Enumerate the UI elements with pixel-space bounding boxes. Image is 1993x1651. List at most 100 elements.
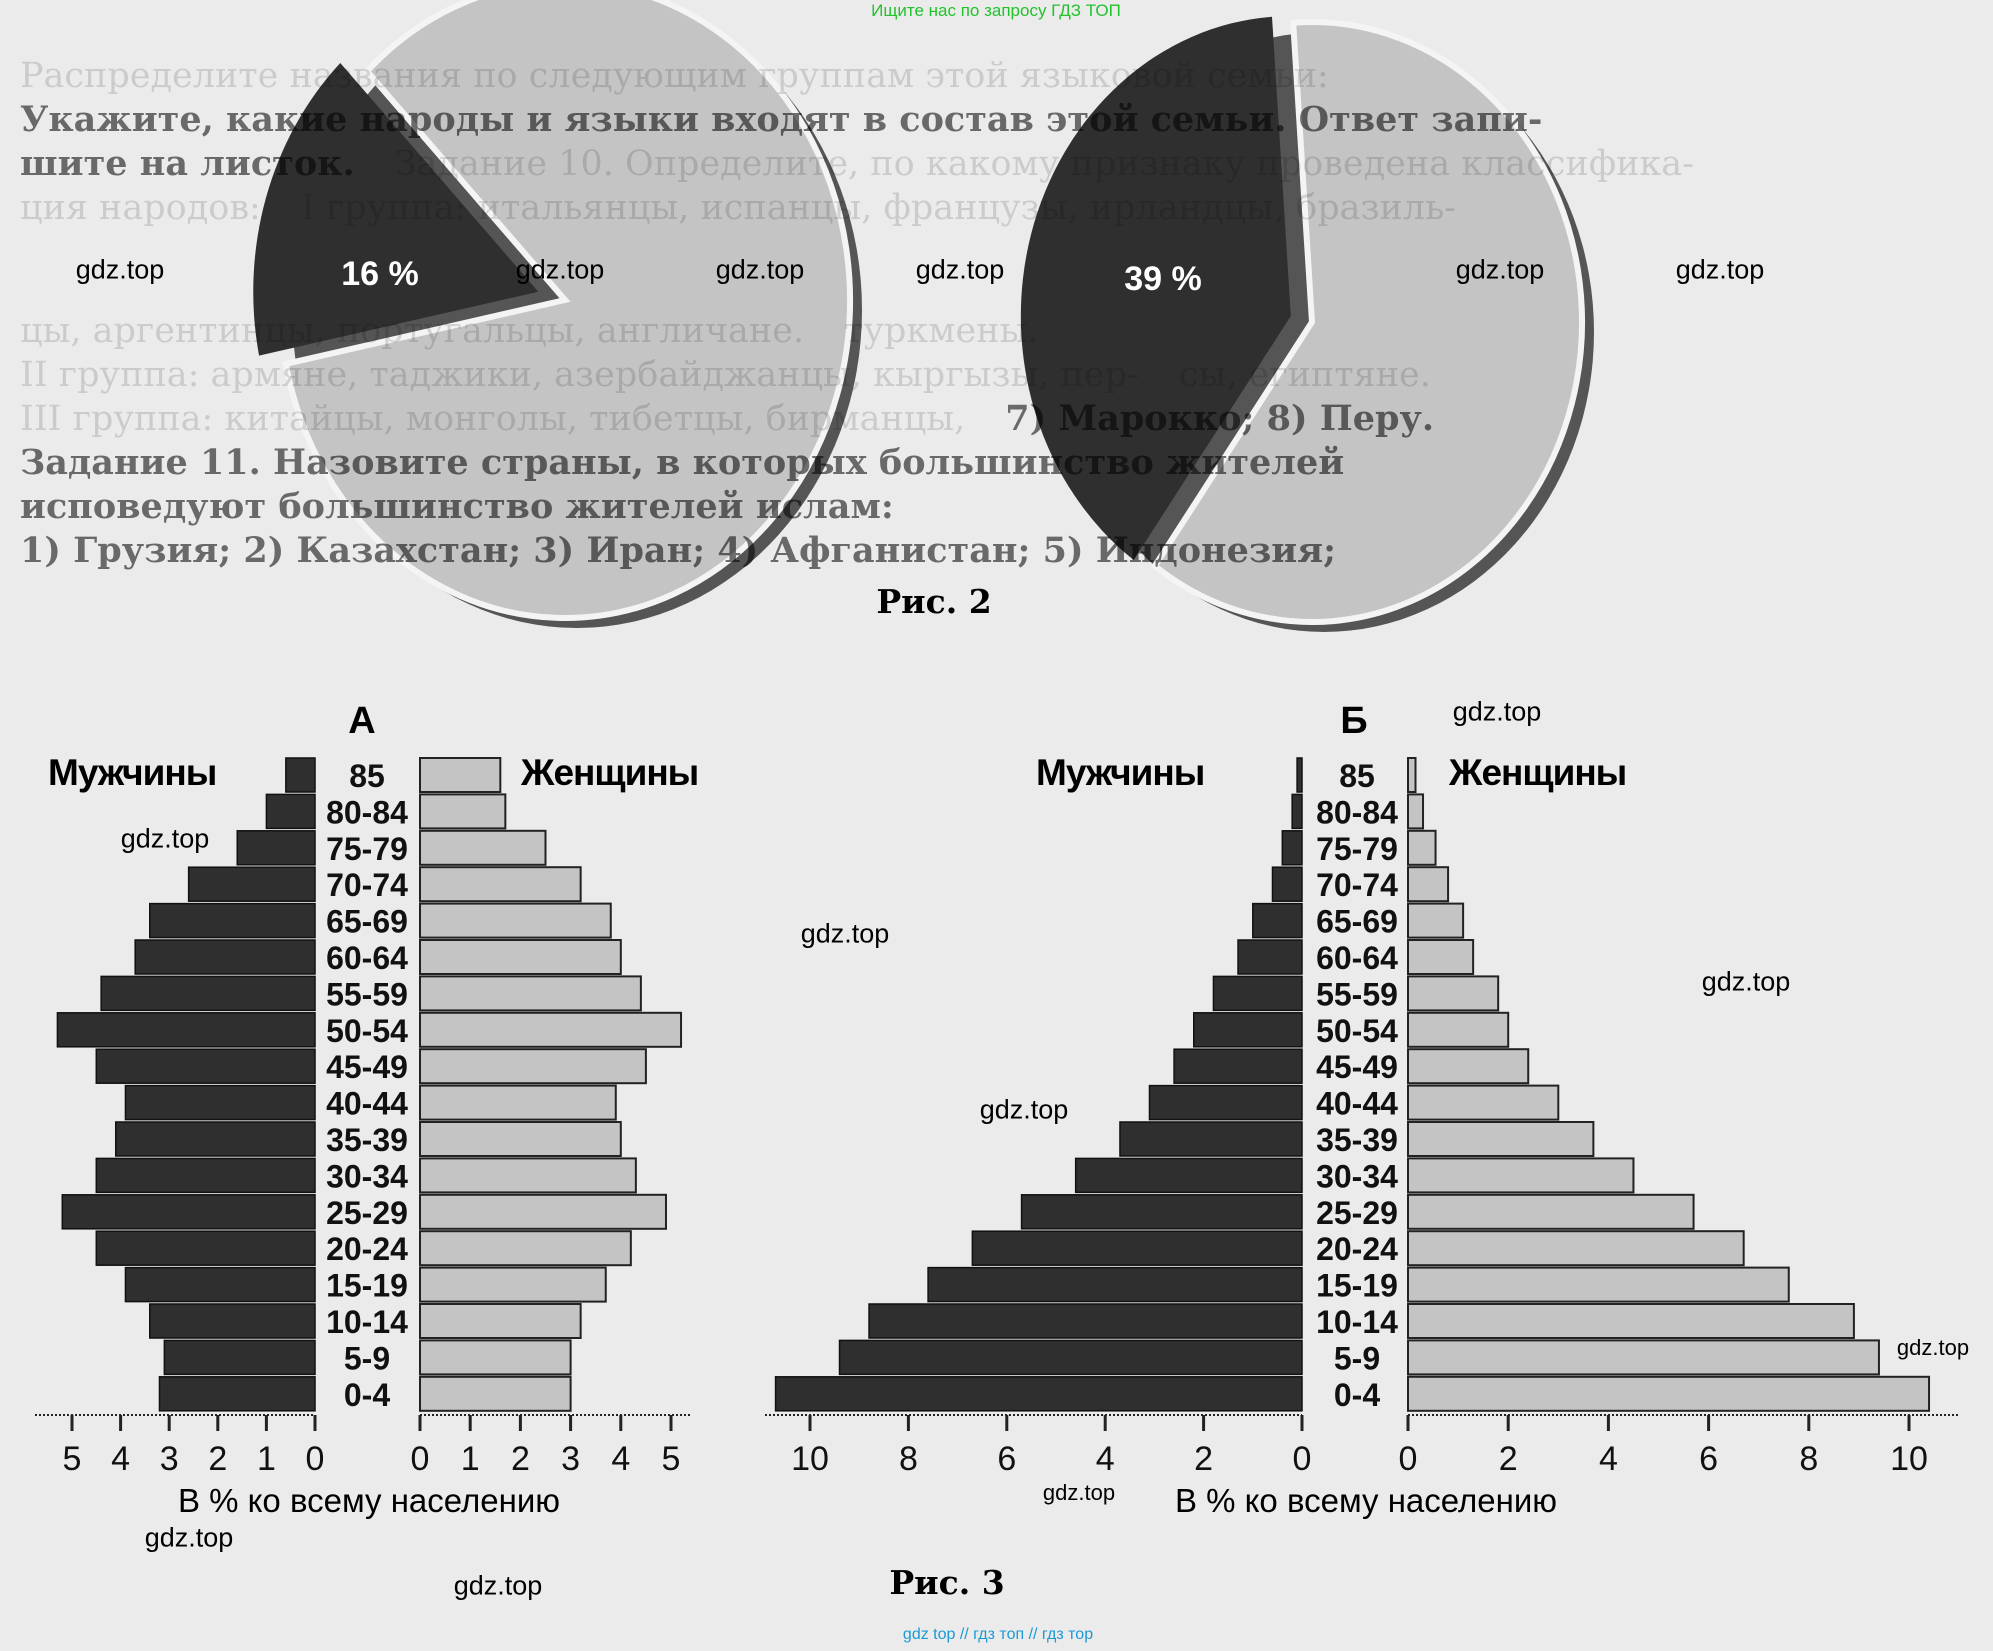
pyramid-b-female-tick-label: 8 — [1799, 1440, 1818, 1478]
pyramid-a-male-bar — [95, 1048, 316, 1084]
pyramid-a-age-label: 65-69 — [326, 904, 408, 940]
pyramid-a-age-label: 50-54 — [326, 1013, 408, 1049]
pyramid-a-female-bar — [419, 1193, 667, 1230]
pyramid-b-male-tick-label: 8 — [899, 1440, 918, 1478]
pyramid-b-female-bar — [1407, 829, 1437, 866]
pyramid-b-male-bar — [1119, 1121, 1303, 1157]
pyramid-b-female-bar — [1407, 757, 1417, 793]
pyramid-a-age-label: 30-34 — [326, 1158, 408, 1194]
watermark-text: gdz.top — [800, 918, 890, 949]
pyramid-b-age-label: 45-49 — [1316, 1049, 1398, 1085]
figure-2-caption: Рис. 2 — [876, 582, 992, 621]
pyramid-b-age-label: 70-74 — [1316, 867, 1398, 903]
search-hint-link[interactable]: Ищите нас по запросу ГДЗ ТОП — [871, 1, 1121, 20]
pyramid-b-male-bar — [1148, 1084, 1303, 1121]
background-text: III группа: китайцы, монголы, тибетцы, б… — [20, 399, 966, 439]
pyramid-b-female-bar — [1407, 793, 1425, 830]
pyramid-a-female-tick-label: 2 — [511, 1440, 530, 1478]
pyramid-b-male-bar — [1193, 1012, 1303, 1048]
pyramid-b-age-label: 80-84 — [1316, 794, 1398, 830]
pyramid-a-female-bar — [419, 757, 502, 793]
pyramid-a-female-bar — [419, 1230, 632, 1267]
pyramid-b-age-label: 20-24 — [1316, 1231, 1398, 1267]
pyramid-b-male-bar — [1020, 1194, 1303, 1230]
pyramid-b-female-bar — [1407, 1339, 1880, 1376]
pyramid-b-female-bar — [1407, 866, 1450, 903]
pyramid-a-female-bar — [419, 939, 622, 975]
background-text: цы, аргентинцы, португальцы, англичане. — [20, 311, 805, 351]
watermark-text: gdz.top — [1675, 254, 1765, 285]
pyramid-a-age-label: 55-59 — [326, 976, 408, 1012]
background-text: 1) Грузия; 2) Казахстан; 3) Иран; 4) Афг… — [20, 530, 1337, 571]
pyramid-b-female-bar — [1407, 1375, 1931, 1412]
pyramid-a-female-bar — [419, 866, 582, 903]
pyramid-b-male-bar — [1291, 793, 1303, 830]
pyramid-b-female-bar — [1407, 1193, 1695, 1230]
background-row: шите на листок. Задание 10. Определите, … — [20, 143, 1694, 185]
pyramid-b-male-bar — [1252, 902, 1303, 939]
pyramid-a-age-label: 45-49 — [326, 1049, 408, 1085]
pyramid-b-female-bar — [1407, 902, 1465, 939]
pyramid-b-female-bar — [1407, 975, 1500, 1012]
pyramid-b-male-tick-label: 0 — [1293, 1440, 1312, 1478]
pyramid-b-age-label: 65-69 — [1316, 904, 1398, 940]
pyramid-b-title: Б — [1340, 700, 1368, 742]
pyramid-a-female-bar — [419, 1375, 572, 1412]
pyramid-a-male-bar — [95, 1230, 316, 1266]
pyramid-a-male-bar — [149, 1303, 316, 1339]
pyramid-b-age-label: 85 — [1339, 758, 1375, 794]
pyramid-a-title: А — [348, 700, 376, 742]
background-row: 1) Грузия; 2) Казахстан; 3) Иран; 4) Афг… — [20, 530, 1336, 572]
pyramid-a-age-label: 75-79 — [326, 831, 408, 867]
pyramid-a-female-bar — [419, 829, 547, 866]
pyramid-a-female-bar — [419, 1339, 572, 1376]
watermark-text: gdz.top — [453, 1570, 543, 1601]
pyramid-b-age-label: 10-14 — [1316, 1304, 1398, 1340]
pyramid-b-female-bar — [1407, 1048, 1530, 1085]
pyramid-a-age-label: 70-74 — [326, 867, 408, 903]
pyramid-a-age-label: 60-64 — [326, 940, 408, 976]
watermark-text: gdz.top — [715, 254, 805, 285]
pyramid-a-female-tick-label: 1 — [461, 1440, 480, 1478]
pyramid-a-male-bar — [236, 830, 316, 866]
pyramid-b-male-bar — [1281, 830, 1303, 866]
watermark-text: gdz.top — [979, 1094, 1069, 1125]
pyramid-b-female-bar — [1407, 1230, 1745, 1267]
background-row: ция народов: I группа: итальянцы, испанц… — [20, 187, 1456, 229]
watermark-text: gdz.top — [915, 254, 1005, 285]
pyramid-a-female-bar — [419, 1303, 582, 1339]
pyramid-b-female-bar — [1407, 939, 1475, 975]
pyramid-a-x-axis-label: В % ко всему населению — [177, 1482, 561, 1519]
pyramid-b-male-bar — [1271, 866, 1303, 902]
pyramid-b-female-bar — [1407, 1011, 1510, 1048]
pyramid-a-age-label: 40-44 — [326, 1086, 408, 1122]
pyramid-a-male-bar — [124, 1084, 316, 1121]
background-text: I группа: итальянцы, испанцы, французы, … — [300, 188, 1456, 228]
pyramid-b-age-label: 30-34 — [1316, 1158, 1398, 1194]
footer-links[interactable]: gdz top // гдз топ // гдз тор — [902, 1626, 1094, 1643]
pyramid-b-male-bar — [1237, 939, 1303, 975]
pyramid-a-female-bar — [419, 975, 642, 1012]
pyramid-a-female-bar — [419, 1011, 683, 1048]
pyramid-a-female-tick-label: 5 — [662, 1440, 681, 1478]
pyramid-b-age-label: 75-79 — [1316, 831, 1398, 867]
pyramid-a-female-bar — [419, 1084, 617, 1121]
watermark-text: gdz.top — [1452, 696, 1542, 727]
pyramid-b-age-label: 50-54 — [1316, 1013, 1398, 1049]
figure-3-caption: Рис. 3 — [889, 1563, 1005, 1602]
pyramid-a-male-tick-label: 1 — [257, 1440, 276, 1478]
watermark-text: gdz.top — [75, 254, 165, 285]
pyramid-a-male-bar — [149, 902, 316, 939]
pyramid-a-age-label: 25-29 — [326, 1195, 408, 1231]
pyramid-a-female-bar — [419, 1048, 647, 1085]
background-text: шите на листок. — [20, 143, 355, 184]
watermark-text: gdz.top — [515, 254, 605, 285]
pyramid-b-x-axis-label: В % ко всему населению — [1174, 1482, 1558, 1519]
pyramid-a-age-label: 5-9 — [344, 1340, 390, 1376]
pyramid-b-female-tick-label: 4 — [1599, 1440, 1618, 1478]
pyramid-b-age-label: 5-9 — [1334, 1340, 1380, 1376]
pyramid-a-age-label: 85 — [349, 758, 385, 794]
background-text: Задание 10. Определите, по какому призна… — [394, 144, 1694, 184]
watermark-text: gdz.top — [1701, 966, 1791, 997]
